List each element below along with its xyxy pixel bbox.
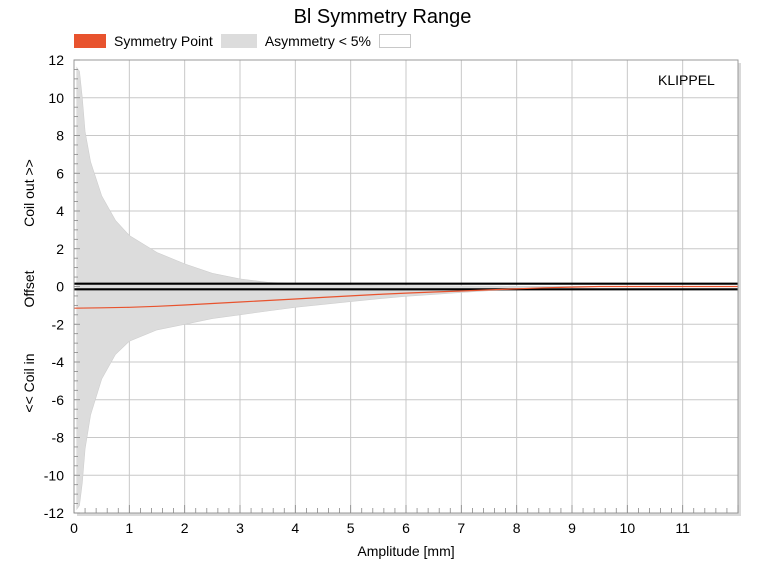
y-tick-label--6: -6: [52, 392, 65, 408]
x-tick-label-7: 7: [457, 520, 465, 536]
legend-swatch-blank: [379, 34, 412, 48]
y-tick-label--12: -12: [44, 505, 64, 521]
x-tick-label-4: 4: [291, 520, 299, 536]
y-axis-label-coil-out: Coil out >>: [21, 159, 37, 227]
x-axis-label: Amplitude [mm]: [357, 543, 455, 559]
x-tick-label-5: 5: [347, 520, 355, 536]
legend-label-symmetry-point: Symmetry Point: [114, 33, 213, 49]
x-tick-label-2: 2: [181, 520, 189, 536]
y-tick-label--8: -8: [52, 430, 65, 446]
symmetry-point-line: [73, 285, 738, 309]
y-tick-label-0: 0: [56, 279, 64, 295]
brand-label: KLIPPEL: [658, 72, 715, 88]
y-tick-label-4: 4: [56, 203, 64, 219]
legend-swatch-asymmetry: [220, 34, 257, 48]
y-tick-label-12: 12: [48, 52, 64, 68]
x-tick-label-11: 11: [675, 520, 690, 536]
x-minor-ticks: [73, 505, 739, 513]
x-tick-label-0: 0: [70, 520, 78, 536]
x-tick-label-8: 8: [513, 520, 521, 536]
legend-swatch-symmetry-point: [74, 34, 106, 48]
chart-title: Bl Symmetry Range: [293, 6, 472, 28]
y-tick-label-6: 6: [56, 165, 64, 181]
y-axis-label-offset: Offset: [21, 270, 37, 308]
y-tick-label--4: -4: [52, 354, 65, 370]
y-minor-ticks: [74, 59, 80, 514]
x-tick-label-6: 6: [402, 520, 410, 536]
chart-legend: Symmetry Point Asymmetry < 5%: [74, 33, 419, 49]
y-axis-label-coil-in: << Coil in: [21, 353, 37, 413]
y-tick-label--2: -2: [52, 316, 65, 332]
legend-label-asymmetry: Asymmetry < 5%: [264, 33, 372, 49]
x-tick-label-1: 1: [125, 520, 133, 536]
x-tick-label-3: 3: [236, 520, 244, 536]
x-tick-label-9: 9: [568, 520, 576, 536]
y-tick-label--10: -10: [44, 467, 64, 483]
y-tick-label-2: 2: [56, 241, 64, 257]
y-tick-label-10: 10: [48, 90, 64, 106]
y-tick-label-8: 8: [56, 128, 64, 144]
x-tick-label-10: 10: [620, 520, 636, 536]
